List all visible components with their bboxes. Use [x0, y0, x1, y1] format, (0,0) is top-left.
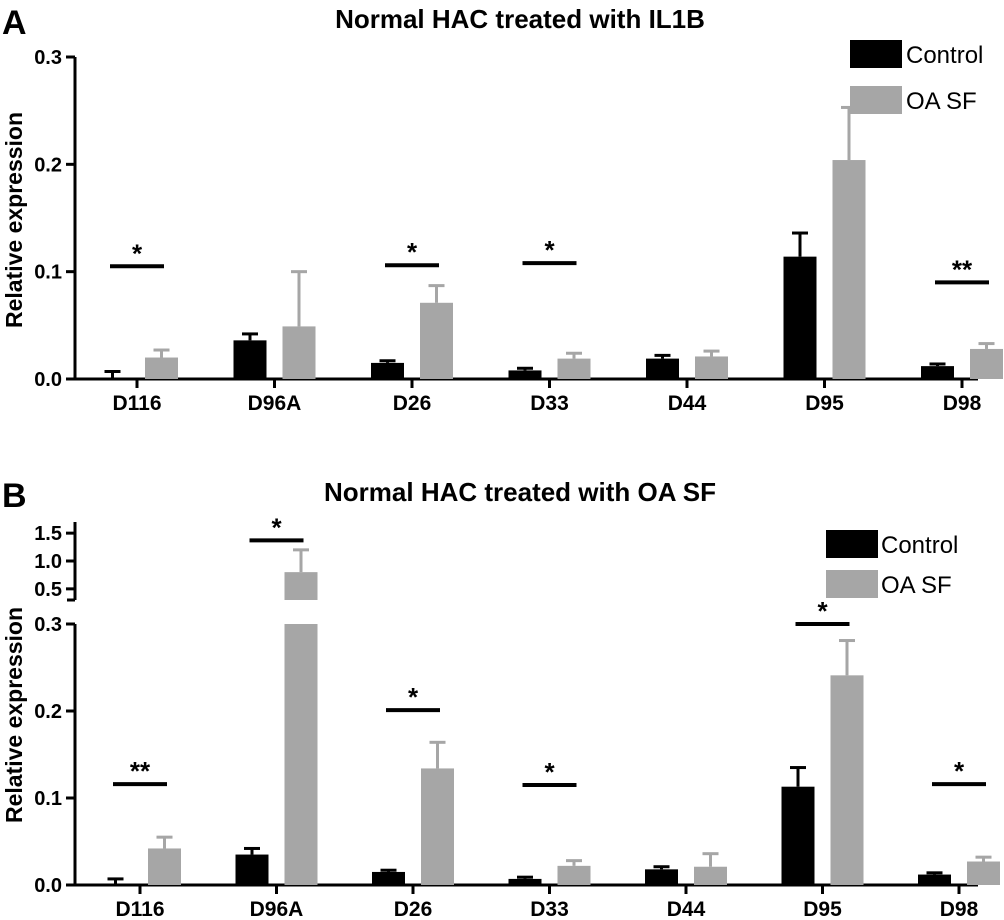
- significance-label: *: [271, 512, 282, 542]
- y-tick-label-upper: 1.0: [34, 551, 62, 573]
- bar: [967, 862, 1000, 885]
- bar: [145, 358, 178, 379]
- y-tick-label-upper: 1.5: [34, 523, 62, 545]
- bar: [236, 855, 269, 885]
- bar: [831, 675, 864, 885]
- x-tick-label: D96A: [250, 898, 304, 920]
- bar-upper: [285, 572, 318, 600]
- significance-label: *: [407, 237, 418, 267]
- bar: [970, 349, 1003, 379]
- bar: [558, 866, 591, 885]
- x-tick-label: D95: [805, 392, 844, 415]
- legend-label: Control: [881, 532, 958, 559]
- chart-title: Normal HAC treated with OA SF: [324, 477, 716, 507]
- significance-label: **: [130, 756, 151, 786]
- y-tick-label: 0.1: [34, 262, 62, 284]
- y-tick-label: 0.1: [34, 788, 62, 810]
- bar: [695, 356, 728, 379]
- y-axis-label: Relative expression: [1, 112, 27, 328]
- bar: [782, 787, 815, 885]
- y-tick-label-upper: 0.5: [34, 579, 62, 601]
- x-tick-label: D26: [393, 392, 432, 415]
- y-tick-label: 0.3: [34, 47, 62, 69]
- y-tick-label: 0.2: [34, 701, 62, 723]
- legend-swatch: [826, 570, 878, 598]
- bar: [99, 884, 132, 885]
- significance-label: *: [408, 682, 419, 712]
- x-tick-label: D98: [940, 898, 979, 920]
- x-tick-label: D26: [394, 898, 433, 920]
- bar: [784, 257, 817, 379]
- legend-label: OA SF: [906, 88, 977, 115]
- y-tick-label: 0.3: [34, 614, 62, 636]
- bar: [371, 363, 404, 379]
- chart-panel-a: Normal HAC treated with IL1B Relative exp…: [1, 4, 1003, 415]
- y-tick-label: 0.0: [34, 875, 62, 897]
- bar: [833, 160, 866, 379]
- figure: A B Normal HAC treated with IL1B Relative…: [0, 0, 1004, 920]
- x-tick-label: D98: [943, 392, 982, 415]
- bar: [645, 869, 678, 885]
- y-tick-label: 0.2: [34, 154, 62, 176]
- bar: [646, 359, 679, 379]
- chart-title: Normal HAC treated with IL1B: [335, 4, 705, 34]
- legend-swatch: [826, 530, 878, 558]
- bar: [96, 378, 129, 379]
- x-tick-label: D116: [112, 392, 161, 415]
- y-axis-label: Relative expression: [1, 607, 27, 823]
- bar: [234, 340, 267, 379]
- bar: [921, 366, 954, 379]
- significance-label: *: [817, 596, 828, 626]
- bar: [694, 867, 727, 885]
- bar: [420, 303, 453, 379]
- x-tick-label: D44: [668, 392, 707, 415]
- bar: [285, 624, 318, 885]
- significance-label: **: [952, 254, 973, 284]
- legend-swatch: [850, 40, 902, 68]
- bar: [148, 848, 181, 885]
- x-tick-label: D96A: [248, 392, 302, 415]
- legend-swatch: [850, 86, 902, 114]
- significance-label: *: [544, 235, 555, 265]
- x-tick-label: D44: [667, 898, 706, 920]
- bar: [509, 370, 542, 379]
- bar: [421, 768, 454, 885]
- significance-label: *: [132, 238, 143, 268]
- panel-a-label: A: [2, 4, 27, 42]
- bar: [918, 875, 951, 885]
- chart-panel-b: Normal HAC treated with OA SF Relative ex…: [1, 477, 1000, 920]
- significance-label: *: [954, 756, 965, 786]
- bar: [558, 359, 591, 379]
- bar: [509, 879, 542, 885]
- x-tick-label: D33: [530, 392, 569, 415]
- panel-b-label: B: [2, 477, 27, 515]
- y-tick-label: 0.0: [34, 369, 62, 391]
- significance-label: *: [544, 757, 555, 787]
- bar: [283, 326, 316, 379]
- bar: [372, 872, 405, 885]
- x-tick-label: D33: [530, 898, 569, 920]
- x-tick-label: D95: [803, 898, 842, 920]
- legend-label: OA SF: [881, 572, 952, 599]
- x-tick-label: D116: [115, 898, 164, 920]
- legend-label: Control: [906, 42, 983, 69]
